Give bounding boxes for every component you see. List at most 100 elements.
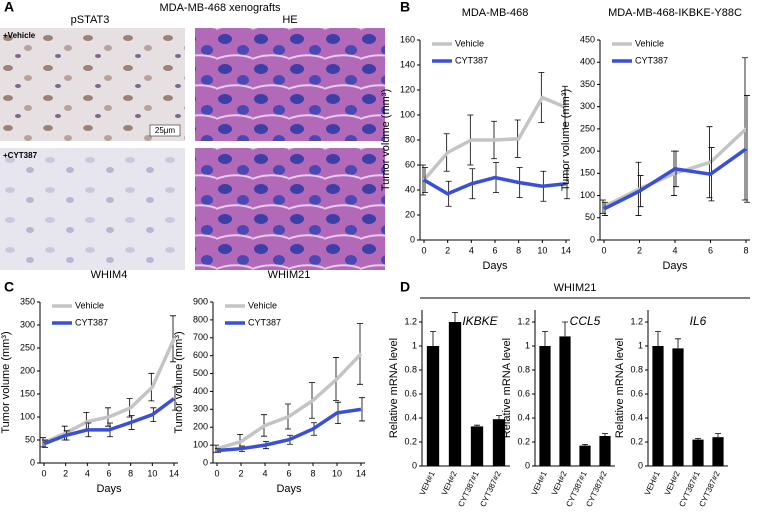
- y-tick-label: 200: [20, 365, 35, 375]
- annotation: CCL5: [570, 314, 601, 328]
- y-tick-label: 0.6: [404, 388, 417, 398]
- scale-bar-box: [149, 124, 181, 137]
- y-tick-label: 0.8: [404, 364, 417, 374]
- column-label: pSTAT3: [71, 14, 110, 26]
- y-tick-label: 100: [193, 439, 208, 449]
- x-tick-label: 2: [63, 468, 68, 478]
- y-tick-label: 700: [193, 332, 208, 342]
- error-bar: [744, 95, 750, 203]
- x-tick-label: 0: [421, 245, 426, 255]
- x-tick-label: 4: [85, 468, 90, 478]
- y-tick-label: 0.4: [404, 412, 417, 422]
- bar: [672, 348, 684, 466]
- x-tick-label: 4: [469, 245, 474, 255]
- y-tick-label: 400: [193, 386, 208, 396]
- panel-label: D: [400, 279, 410, 295]
- x-tick-label: CYT387#2: [584, 469, 609, 508]
- y-tick-label: 0: [525, 460, 530, 470]
- y-tick-label: 350: [20, 296, 35, 306]
- y-tick-label: 0.2: [517, 436, 530, 446]
- y-tick-label: 100: [400, 109, 415, 119]
- row-label: +CYT387: [3, 151, 38, 160]
- x-tick-label: 2: [238, 468, 243, 478]
- bar: [448, 322, 462, 466]
- series-line: [216, 407, 362, 453]
- bar: [692, 439, 704, 466]
- y-tick-label: 300: [193, 404, 208, 414]
- x-tick-label: VEH#1: [530, 469, 549, 496]
- y-tick-label: 80: [405, 134, 415, 144]
- annotation: IL6: [690, 314, 707, 328]
- bar: [712, 437, 724, 466]
- y-tick-label: 500: [193, 368, 208, 378]
- micrograph: [195, 148, 385, 270]
- x-tick-label: 8: [516, 245, 521, 255]
- y-tick-label: 150: [20, 388, 35, 398]
- y-tick-label: 0.6: [517, 388, 530, 398]
- y-tick-label: 600: [193, 350, 208, 360]
- x-tick-label: CYT387#1: [456, 469, 481, 508]
- y-tick-label: 120: [400, 84, 415, 94]
- x-tick-label: 0: [601, 245, 606, 255]
- x-tick-label: 10: [537, 245, 547, 255]
- y-axis-label: Relative mRNA level: [614, 338, 626, 438]
- series-line: [43, 338, 176, 444]
- y-axis-label: Relative mRNA level: [388, 338, 400, 438]
- series-line: [603, 147, 748, 211]
- error-bar: [655, 331, 661, 346]
- y-tick-label: 0.4: [517, 412, 530, 422]
- y-tick-label: 60: [405, 159, 415, 169]
- y-tick-label: 1.2: [517, 316, 530, 326]
- y-tick-label: 1: [412, 340, 417, 350]
- legend-label: CYT387: [635, 55, 668, 65]
- x-axis-label: Days: [482, 260, 508, 272]
- x-tick-label: 10: [332, 468, 342, 478]
- series-line: [423, 175, 567, 196]
- micrograph: [0, 28, 185, 141]
- y-tick-label: 0: [412, 460, 417, 470]
- panel-label: B: [400, 0, 410, 15]
- y-tick-label: 160: [400, 34, 415, 44]
- legend-label: Vehicle: [75, 300, 104, 310]
- chart-title: MDA-MB-468: [462, 7, 529, 19]
- y-tick-label: 20: [405, 209, 415, 219]
- error-bar: [452, 312, 458, 322]
- y-tick-label: 0: [203, 457, 208, 467]
- error-bar: [172, 386, 178, 411]
- y-tick-label: 350: [580, 79, 595, 89]
- x-tick-label: VEH#2: [663, 469, 682, 496]
- y-tick-label: 0.6: [630, 388, 643, 398]
- y-tick-label: 0: [410, 234, 415, 244]
- y-axis-label: Tumor volume (mm³): [560, 89, 572, 191]
- series-line: [43, 397, 176, 446]
- y-tick-label: 200: [193, 422, 208, 432]
- y-tick-label: 250: [580, 123, 595, 133]
- y-tick-label: 1: [638, 340, 643, 350]
- y-tick-label: 0.8: [630, 364, 643, 374]
- column-label: HE: [282, 14, 297, 26]
- scale-bar-label: 25μm: [155, 126, 176, 135]
- x-axis-label: Days: [276, 483, 302, 495]
- panel-title: MDA-MB-468 xenografts: [159, 2, 281, 14]
- y-tick-label: 0.2: [630, 436, 643, 446]
- series-line: [603, 127, 748, 209]
- x-tick-label: 8: [310, 468, 315, 478]
- bar: [599, 436, 611, 466]
- y-tick-label: 0.8: [517, 364, 530, 374]
- x-tick-label: 10: [147, 468, 157, 478]
- x-tick-label: 14: [356, 468, 366, 478]
- y-axis-label: Tumor volume (mm³): [173, 331, 185, 433]
- legend-label: Vehicle: [635, 38, 664, 48]
- legend-label: CYT387: [75, 317, 108, 327]
- error-bar: [430, 331, 436, 346]
- x-tick-label: CYT387#2: [478, 469, 503, 508]
- x-tick-label: VEH#2: [440, 469, 459, 496]
- x-tick-label: VEH#1: [418, 469, 437, 496]
- y-tick-label: 100: [20, 411, 35, 421]
- x-tick-label: 8: [743, 245, 748, 255]
- y-tick-label: 900: [193, 296, 208, 306]
- error-bar: [564, 168, 570, 200]
- y-tick-label: 200: [580, 145, 595, 155]
- x-tick-label: 6: [106, 468, 111, 478]
